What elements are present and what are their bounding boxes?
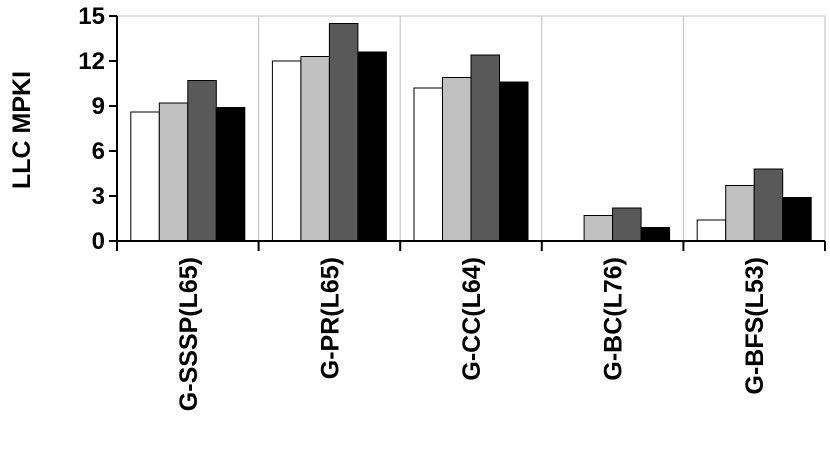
bar xyxy=(640,227,671,242)
axis-layer xyxy=(109,15,826,251)
bar xyxy=(187,80,217,242)
bar xyxy=(696,219,727,242)
y-axis-title: LLC MPKI xyxy=(8,71,36,189)
y-tick-label: 12 xyxy=(78,48,105,75)
y-tick-label: 6 xyxy=(92,138,105,165)
x-category-label: G-SSSP(L65) xyxy=(175,257,203,411)
x-category-label: G-BC(L76) xyxy=(600,257,628,381)
bar xyxy=(130,111,160,242)
bar xyxy=(442,77,472,242)
y-tick-label: 0 xyxy=(92,228,105,255)
bar xyxy=(158,102,189,242)
bar xyxy=(413,87,443,242)
label-layer: 0 3 6 9 12 15 G-SSSP(L65) G-PR(L65) G-CC(L64) G-B… xyxy=(78,3,769,411)
bar xyxy=(782,197,812,242)
bar xyxy=(499,81,529,242)
bar-layer xyxy=(130,23,812,242)
bar xyxy=(612,207,642,242)
y-tick-label: 15 xyxy=(78,3,105,30)
bar xyxy=(470,54,500,242)
y-tick-label: 9 xyxy=(92,93,105,120)
bar xyxy=(300,56,330,242)
y-tick-label: 3 xyxy=(92,183,105,210)
x-category-label: G-CC(L64) xyxy=(458,257,486,381)
bar xyxy=(725,185,755,242)
bar xyxy=(583,215,614,242)
x-category-label: G-PR(L65) xyxy=(316,257,344,379)
bar xyxy=(328,23,359,242)
bar xyxy=(357,51,387,242)
bar xyxy=(753,168,784,242)
bar xyxy=(215,107,246,242)
x-category-label: G-BFS(L53) xyxy=(741,257,769,395)
bar xyxy=(271,60,302,242)
